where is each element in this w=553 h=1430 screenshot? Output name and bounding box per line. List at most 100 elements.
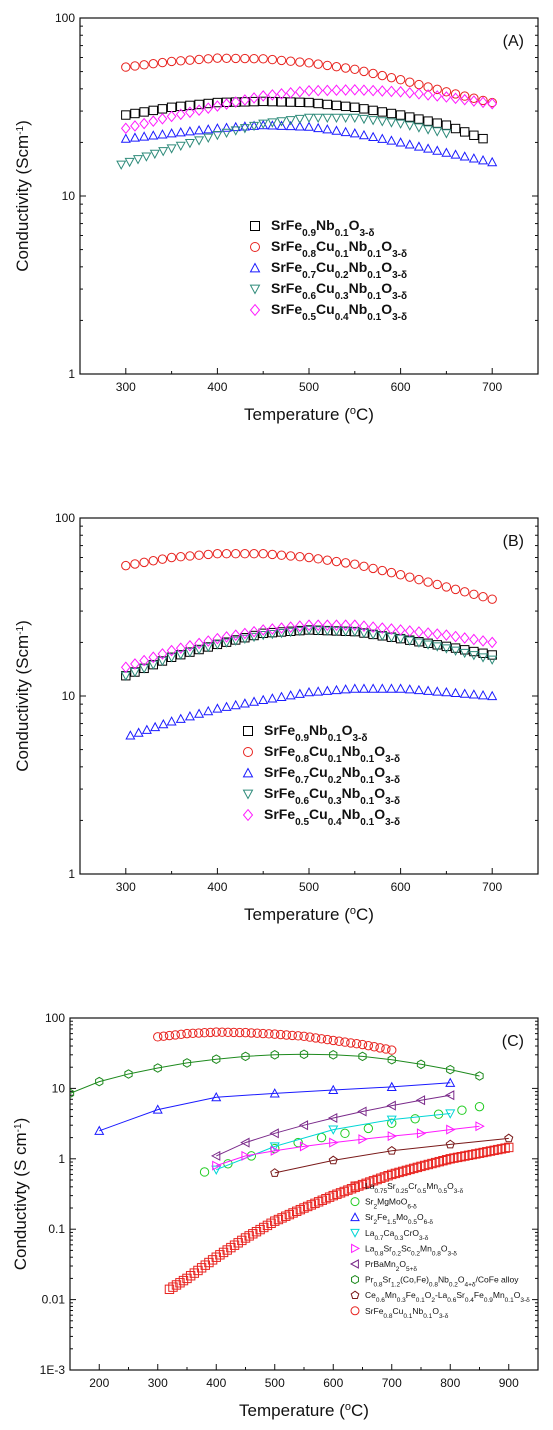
legend-label: SrFe0.7Cu0.2Nb0.1O3-δ (271, 259, 407, 281)
data-point (328, 1035, 338, 1046)
data-point (322, 113, 333, 124)
data-point (240, 549, 250, 559)
data-point (387, 1045, 397, 1055)
data-point (414, 626, 424, 638)
data-point (193, 1265, 203, 1276)
data-point (240, 627, 250, 640)
data-point (302, 1201, 313, 1212)
legend-label: SrFe0.9Nb0.1O3-δ (264, 722, 367, 744)
data-point (414, 79, 424, 90)
data-point (185, 55, 195, 65)
data-point (157, 129, 168, 139)
data-point (212, 97, 223, 108)
data-point (276, 691, 287, 701)
data-point (212, 1054, 221, 1064)
data-point (129, 132, 140, 142)
data-point (239, 124, 250, 134)
data-point (285, 97, 296, 107)
data-point (285, 116, 296, 126)
data-point (212, 123, 223, 133)
data-point (404, 684, 415, 694)
data-point (185, 106, 195, 119)
data-point (350, 559, 360, 569)
data-point (230, 126, 241, 136)
data-point (450, 687, 461, 698)
data-point (298, 1120, 309, 1131)
data-point (200, 1260, 210, 1270)
data-point (276, 622, 287, 634)
legend-label: La0.75Sr0.25Cr0.5Mn0.5O3-δ (365, 1181, 464, 1195)
data-point (258, 119, 269, 129)
data-point (415, 1095, 426, 1106)
data-point (419, 1160, 430, 1171)
x-axis-title: Temperature (oC) (244, 405, 374, 424)
data-point (269, 1128, 279, 1139)
legend-label: SrFe0.8Cu0.1Nb0.1O3-δ (264, 743, 400, 765)
data-point (430, 1157, 441, 1168)
data-point (478, 95, 488, 106)
data-point (166, 56, 177, 67)
data-point (358, 683, 369, 693)
data-point (285, 627, 296, 638)
data-point (469, 589, 479, 599)
data-point (386, 118, 397, 128)
data-point (386, 135, 397, 145)
data-point (432, 628, 443, 640)
data-point (264, 1029, 274, 1039)
data-point (441, 644, 452, 654)
data-point (141, 724, 152, 734)
data-point (121, 110, 131, 120)
data-point (217, 1027, 227, 1037)
x-tick-label: 400 (207, 380, 227, 394)
data-point (414, 574, 424, 585)
data-point (121, 62, 131, 72)
data-point (377, 631, 388, 642)
data-point (346, 1038, 356, 1048)
data-point (363, 1040, 374, 1051)
legend-marker (349, 1259, 359, 1269)
data-point (233, 1238, 243, 1248)
data-point (185, 551, 195, 561)
data-point (376, 1173, 386, 1183)
legend-marker (243, 747, 253, 757)
data-point (432, 642, 443, 652)
data-point (212, 1160, 222, 1171)
data-point (221, 549, 232, 559)
data-point (176, 56, 186, 66)
data-point (267, 96, 278, 107)
data-point (130, 559, 140, 569)
data-point (148, 130, 159, 140)
data-point (413, 123, 424, 133)
data-point (416, 1161, 426, 1172)
data-point (441, 629, 452, 641)
data-point (275, 1029, 286, 1040)
data-point (468, 689, 479, 699)
x-tick-label: 700 (382, 1376, 402, 1390)
data-point (281, 1211, 291, 1221)
data-point (249, 696, 260, 706)
data-point (164, 1030, 175, 1041)
data-point (335, 1188, 346, 1198)
data-point (460, 91, 470, 101)
data-point (485, 1146, 496, 1156)
data-point (223, 1027, 233, 1038)
data-point (339, 1186, 349, 1197)
data-point (139, 131, 150, 141)
data-point (231, 549, 241, 559)
data-point (291, 1206, 302, 1217)
data-point (212, 100, 223, 112)
data-point (299, 1203, 309, 1213)
data-point (194, 644, 204, 655)
legend-marker (243, 726, 253, 736)
data-point (377, 133, 388, 143)
data-point (386, 72, 397, 83)
data-point (203, 102, 214, 114)
data-point (368, 105, 378, 116)
data-point (357, 1106, 367, 1117)
data-point (295, 1204, 306, 1215)
data-point (294, 85, 305, 98)
data-point (276, 628, 287, 639)
data-point (166, 128, 177, 138)
data-point (469, 130, 479, 140)
data-point (322, 99, 333, 110)
